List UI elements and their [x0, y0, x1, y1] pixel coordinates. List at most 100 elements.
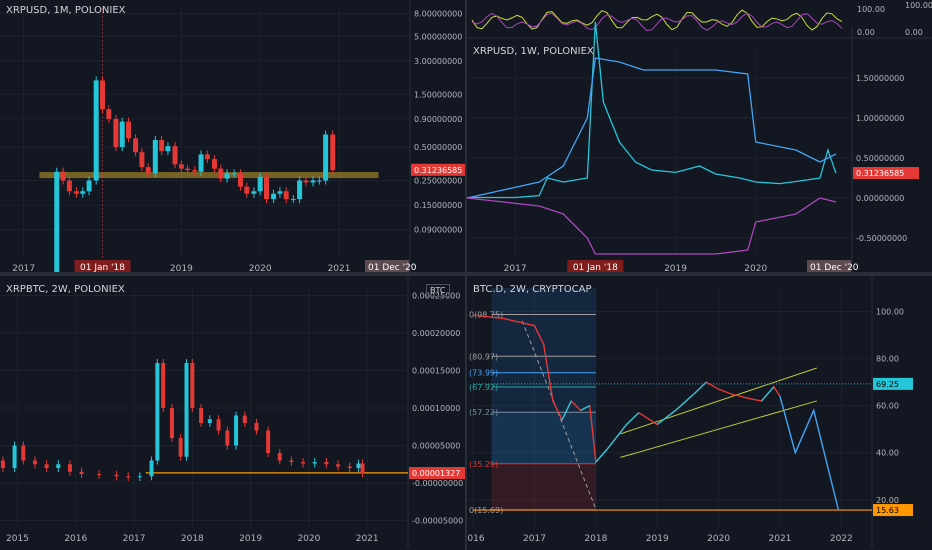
candle: [277, 191, 283, 194]
y-tick-label: 0.90000000: [414, 115, 462, 124]
candle: [67, 464, 72, 472]
candle: [198, 154, 204, 172]
x-badge-label: 01 Jan '18: [80, 263, 125, 272]
series-segment-up: [595, 447, 609, 463]
candle: [126, 476, 131, 478]
x-badge-label: 01 Jan '18: [573, 263, 618, 272]
chart-panel-xrpbtc-2w[interactable]: 2015 2016 2017 2018 2019 2020 2021 0.00025000 0.…: [0, 276, 465, 550]
candle: [251, 191, 257, 194]
candle: [290, 199, 296, 201]
candle: [257, 176, 263, 192]
candle: [360, 463, 365, 474]
fib-label: (57.22): [469, 408, 498, 417]
y-tick-label: 0.50000000: [856, 154, 904, 163]
series-segment-up: [761, 386, 775, 402]
series-segment-up: [561, 400, 572, 421]
horizontal-divider[interactable]: [0, 272, 932, 276]
candle: [192, 170, 198, 172]
x-badge-right: 01 Dec '20: [368, 263, 417, 272]
osc-tick: 0.00: [905, 28, 923, 37]
fib-zone-mid: [491, 412, 596, 464]
candle: [211, 159, 217, 169]
candle: [137, 476, 142, 478]
x-tick-label: 2019: [646, 534, 669, 544]
x-tick-label: 2020: [249, 264, 272, 272]
series-segment-up: [693, 381, 707, 395]
x-tick-label: 2020: [744, 264, 767, 272]
candle: [347, 466, 352, 468]
chart-panel-btcd-2w[interactable]: 2016 2017 2018 2019 2020 2021 2022 100.00 80.00 6…: [467, 276, 932, 550]
y-tick-label: 3.00000000: [414, 57, 462, 66]
candle: [301, 462, 306, 464]
channel-upper: [620, 367, 817, 435]
y-tick-label: -0.00005000: [412, 517, 463, 526]
last-price-label: 69.25: [876, 380, 899, 389]
candle: [224, 173, 230, 179]
last-price-label-bg: [411, 163, 465, 176]
last-price-label: 0.00001327: [412, 469, 460, 478]
candle: [133, 138, 139, 153]
oscillator-line-2: [471, 12, 843, 32]
y-tick-label: 0.00015000: [412, 367, 460, 376]
chart-panel-xrpusd-1w[interactable]: 2017 2019 2020 1.50000000 1.00000000 0.500000…: [467, 0, 932, 272]
chart-title: XRPBTC, 2W, POLONIEX: [6, 284, 125, 295]
x-tick-label: 2021: [356, 534, 379, 544]
candle: [165, 146, 171, 152]
candle: [178, 164, 184, 169]
candle: [271, 193, 277, 200]
y-tick-label: 1.50000000: [856, 74, 904, 83]
candle: [277, 453, 282, 461]
chart-svg-xrpbtc-2w: 2015 2016 2017 2018 2019 2020 20210.000250000.…: [0, 276, 465, 548]
x-badge-bg: [567, 260, 624, 272]
x-badge-right: 01 Dec '20: [810, 263, 859, 272]
candle: [79, 471, 84, 474]
candle: [185, 168, 191, 171]
candle: [323, 134, 329, 181]
candle: [106, 109, 112, 119]
candle: [113, 118, 119, 148]
chart-svg-btcd-2w: 2016 2017 2018 2019 2020 2021 2022 100.00 80.00 6…: [467, 276, 913, 548]
last-price-label: 0.31236585: [856, 169, 904, 178]
candle: [97, 474, 102, 475]
y-tick-label: 1.00000000: [856, 114, 904, 123]
y-tick-label: 80.00: [876, 355, 899, 364]
support-zone: [39, 172, 379, 179]
candle: [289, 460, 294, 462]
candle: [297, 180, 303, 200]
fib-label: (73.99): [469, 369, 498, 378]
osc-tick: 100.00: [857, 5, 885, 14]
candle: [60, 171, 66, 181]
x-tick-label: 2020: [297, 534, 320, 544]
last-price-bg: [873, 377, 913, 390]
candle: [66, 180, 72, 192]
candle: [114, 474, 119, 477]
y-tick-label: 0.50000000: [414, 143, 462, 152]
x-tick-label: 2017: [504, 264, 527, 272]
target-price-label: 15.63: [876, 506, 899, 515]
candle: [80, 191, 86, 194]
candle: [172, 146, 178, 165]
candle: [149, 460, 154, 477]
x-tick-label: 2018: [584, 534, 607, 544]
candle: [244, 186, 250, 194]
candle: [169, 408, 174, 438]
fib-zone-lower: [491, 463, 596, 510]
candle: [0, 460, 5, 468]
chart-panel-xrpusd-1m[interactable]: 2017 2019 2020 2021 8.00000000 5.00000000 3.00…: [0, 0, 465, 272]
candle: [21, 445, 26, 461]
x-badge-right-bg: [365, 260, 409, 272]
series-segment-up: [656, 409, 677, 426]
x-tick-label: 2018: [181, 534, 204, 544]
y-tick-label: 0.25000000: [414, 177, 462, 186]
fib-label: (80.97): [469, 352, 498, 361]
x-tick-label: 2019: [664, 264, 687, 272]
osc-tick: 0.00: [857, 28, 875, 37]
currency-badge[interactable]: BTC: [426, 284, 450, 297]
fib-zone-upper: [491, 288, 596, 413]
x-tick-label: 2016: [64, 534, 87, 544]
candle: [216, 419, 221, 431]
series-projection: [779, 396, 839, 510]
y-tick-label: 8.00000000: [414, 10, 462, 19]
candle: [254, 423, 259, 431]
fib-label: (67.92): [469, 383, 498, 392]
